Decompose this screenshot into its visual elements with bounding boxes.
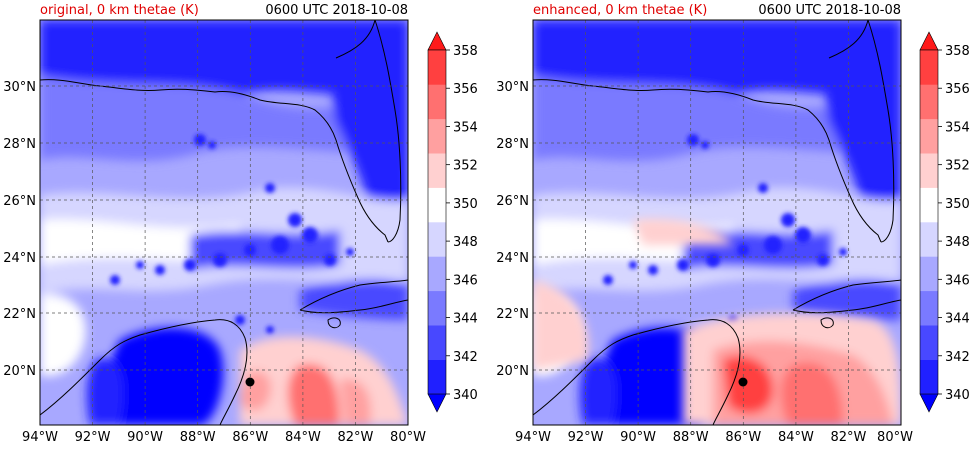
lon-label: 88°W <box>180 430 216 445</box>
colorbar-under-triangle <box>919 393 939 413</box>
colorbar-over-triangle <box>919 31 939 51</box>
lon-label: 84°W <box>285 430 321 445</box>
colorbar-label: 350 <box>945 197 970 212</box>
lon-labels-right: 94°W 92°W 90°W 88°W 86°W 84°W 82°W 80°W <box>515 430 913 445</box>
lat-label: 20°N <box>496 364 529 379</box>
lon-label: 94°W <box>22 430 58 445</box>
colorbar-segment <box>428 118 446 154</box>
lon-label: 86°W <box>232 430 268 445</box>
panel-time: 0600 UTC 2018-10-08 <box>758 3 901 18</box>
colorbar-frame <box>919 49 939 395</box>
colorbar-segment <box>920 118 938 154</box>
lon-label: 90°W <box>127 430 163 445</box>
lon-label: 92°W <box>568 430 604 445</box>
colorbar-label: 358 <box>453 44 478 59</box>
lat-label: 24°N <box>496 251 529 266</box>
colorbar-frame <box>427 49 447 395</box>
lat-labels-right: 20°N 22°N 24°N 26°N 28°N 30°N <box>496 80 529 379</box>
colorbar-segment <box>428 153 446 188</box>
panel-title: enhanced, 0 km thetae (K) <box>533 3 707 18</box>
colorbar-label: 352 <box>453 159 478 174</box>
colorbar-label: 356 <box>453 82 478 97</box>
colorbar-label: 340 <box>453 388 478 403</box>
colorbar-original: 340 342 344 346 348 350 352 354 356 358 <box>427 31 478 413</box>
colorbar-segment <box>428 325 446 360</box>
thetae-field <box>40 20 408 425</box>
colorbar-segment <box>428 256 446 292</box>
colorbar-label: 356 <box>945 82 970 97</box>
lon-label: 82°W <box>337 430 373 445</box>
colorbar-label: 354 <box>945 120 970 135</box>
lon-label: 84°W <box>778 430 814 445</box>
colorbar-segment <box>428 359 446 395</box>
lon-labels-left: 94°W 92°W 90°W 88°W 86°W 84°W 82°W 80°W <box>22 430 426 445</box>
colorbar-label: 350 <box>453 197 478 212</box>
lon-label: 92°W <box>75 430 111 445</box>
colorbar-segment <box>920 84 938 120</box>
lat-labels-left: 20°N 22°N 24°N 26°N 28°N 30°N <box>3 80 36 379</box>
lon-label: 82°W <box>830 430 866 445</box>
colorbar-segment <box>428 187 446 223</box>
panel-title: original, 0 km thetae (K) <box>40 3 199 18</box>
colorbar-segment <box>428 84 446 120</box>
lat-label: 22°N <box>496 307 529 322</box>
colorbar-label: 346 <box>453 273 478 288</box>
lat-label: 30°N <box>496 80 529 95</box>
colorbar-segment <box>920 290 938 326</box>
lon-label: 80°W <box>390 430 426 445</box>
lat-label: 28°N <box>3 137 36 152</box>
lat-label: 30°N <box>3 80 36 95</box>
colorbar-label: 348 <box>453 235 478 250</box>
colorbar-over-triangle <box>427 31 447 51</box>
lat-label: 24°N <box>3 251 36 266</box>
colorbar-segment <box>920 359 938 395</box>
colorbar-label: 344 <box>945 312 970 327</box>
storm-center-marker <box>245 377 255 387</box>
storm-center-marker <box>738 377 748 387</box>
colorbar-segment <box>428 50 446 85</box>
colorbar-segment <box>428 222 446 257</box>
lon-label: 90°W <box>620 430 656 445</box>
colorbar-label: 344 <box>453 312 478 327</box>
colorbar-segment <box>920 222 938 257</box>
colorbar-segment <box>920 325 938 360</box>
lat-label: 20°N <box>3 364 36 379</box>
lon-label: 86°W <box>725 430 761 445</box>
colorbar-label: 346 <box>945 273 970 288</box>
colorbar-under-triangle <box>427 393 447 413</box>
panel-time: 0600 UTC 2018-10-08 <box>265 3 408 18</box>
lon-label: 80°W <box>877 430 913 445</box>
colorbar-label: 354 <box>453 120 478 135</box>
colorbar-segment <box>920 50 938 85</box>
thetae-field <box>533 20 901 425</box>
colorbar-label: 340 <box>945 388 970 403</box>
colorbar-label: 342 <box>945 350 970 365</box>
lat-label: 28°N <box>496 137 529 152</box>
colorbar-label: 352 <box>945 159 970 174</box>
lat-label: 22°N <box>3 307 36 322</box>
lon-label: 94°W <box>515 430 551 445</box>
map-panel-enhanced: enhanced, 0 km thetae (K) 0600 UTC 2018-… <box>532 3 902 426</box>
colorbar-label: 358 <box>945 44 970 59</box>
colorbar-segment <box>428 290 446 326</box>
colorbar-enhanced: 340 342 344 346 348 350 352 354 356 358 <box>919 31 970 413</box>
map-frame <box>532 19 902 426</box>
map-panel-original: original, 0 km thetae (K) 0600 UTC 2018-… <box>39 3 409 426</box>
colorbar-segment <box>920 153 938 188</box>
colorbar-segment <box>920 256 938 292</box>
map-frame <box>39 19 409 426</box>
lat-label: 26°N <box>496 194 529 209</box>
lon-label: 88°W <box>673 430 709 445</box>
colorbar-label: 348 <box>945 235 970 250</box>
colorbar-label: 342 <box>453 350 478 365</box>
lat-label: 26°N <box>3 194 36 209</box>
colorbar-segment <box>920 187 938 223</box>
